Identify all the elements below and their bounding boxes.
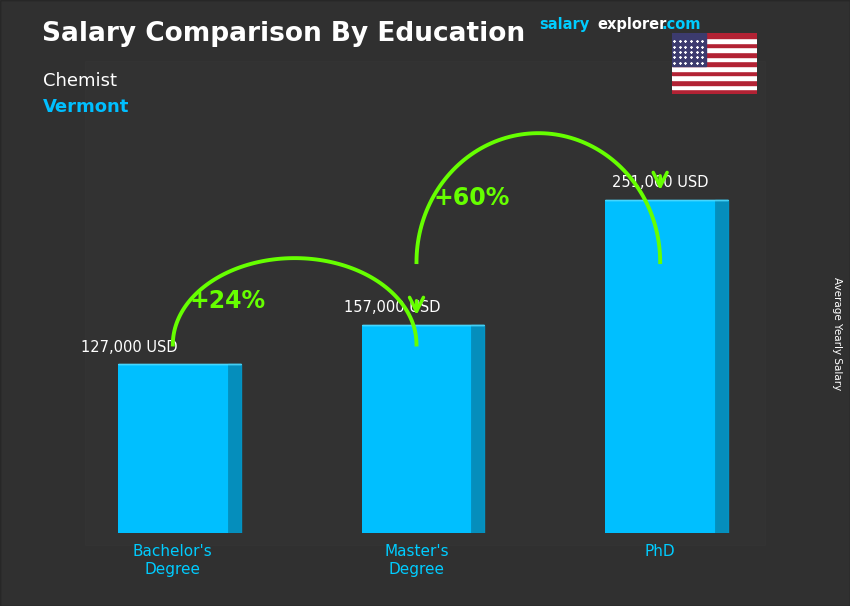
- Text: 157,000 USD: 157,000 USD: [344, 301, 440, 315]
- Text: explorer: explorer: [598, 17, 667, 32]
- Bar: [672, 42, 756, 47]
- Bar: [672, 85, 756, 89]
- Text: 251,000 USD: 251,000 USD: [612, 175, 708, 190]
- Bar: [672, 75, 756, 80]
- Bar: [672, 33, 705, 66]
- Polygon shape: [471, 325, 484, 533]
- Bar: [672, 47, 756, 52]
- Text: Vermont: Vermont: [42, 98, 129, 116]
- Bar: [672, 66, 756, 71]
- Bar: [672, 33, 756, 38]
- Text: +24%: +24%: [190, 289, 266, 313]
- Bar: [672, 71, 756, 75]
- Text: salary: salary: [540, 17, 590, 32]
- Bar: [672, 38, 756, 42]
- Bar: [605, 199, 715, 533]
- Text: 127,000 USD: 127,000 USD: [81, 340, 178, 355]
- Bar: [118, 364, 228, 533]
- Text: Average Yearly Salary: Average Yearly Salary: [832, 277, 842, 390]
- Polygon shape: [715, 199, 728, 533]
- Bar: [672, 89, 756, 94]
- Bar: [85, 61, 765, 545]
- Bar: [362, 325, 472, 533]
- Bar: [672, 61, 756, 66]
- Text: +60%: +60%: [434, 185, 509, 210]
- Text: Salary Comparison By Education: Salary Comparison By Education: [42, 21, 525, 47]
- Bar: [672, 52, 756, 56]
- Polygon shape: [228, 364, 241, 533]
- Bar: [672, 56, 756, 61]
- Text: Chemist: Chemist: [42, 72, 116, 90]
- Bar: [672, 80, 756, 85]
- Text: .com: .com: [661, 17, 700, 32]
